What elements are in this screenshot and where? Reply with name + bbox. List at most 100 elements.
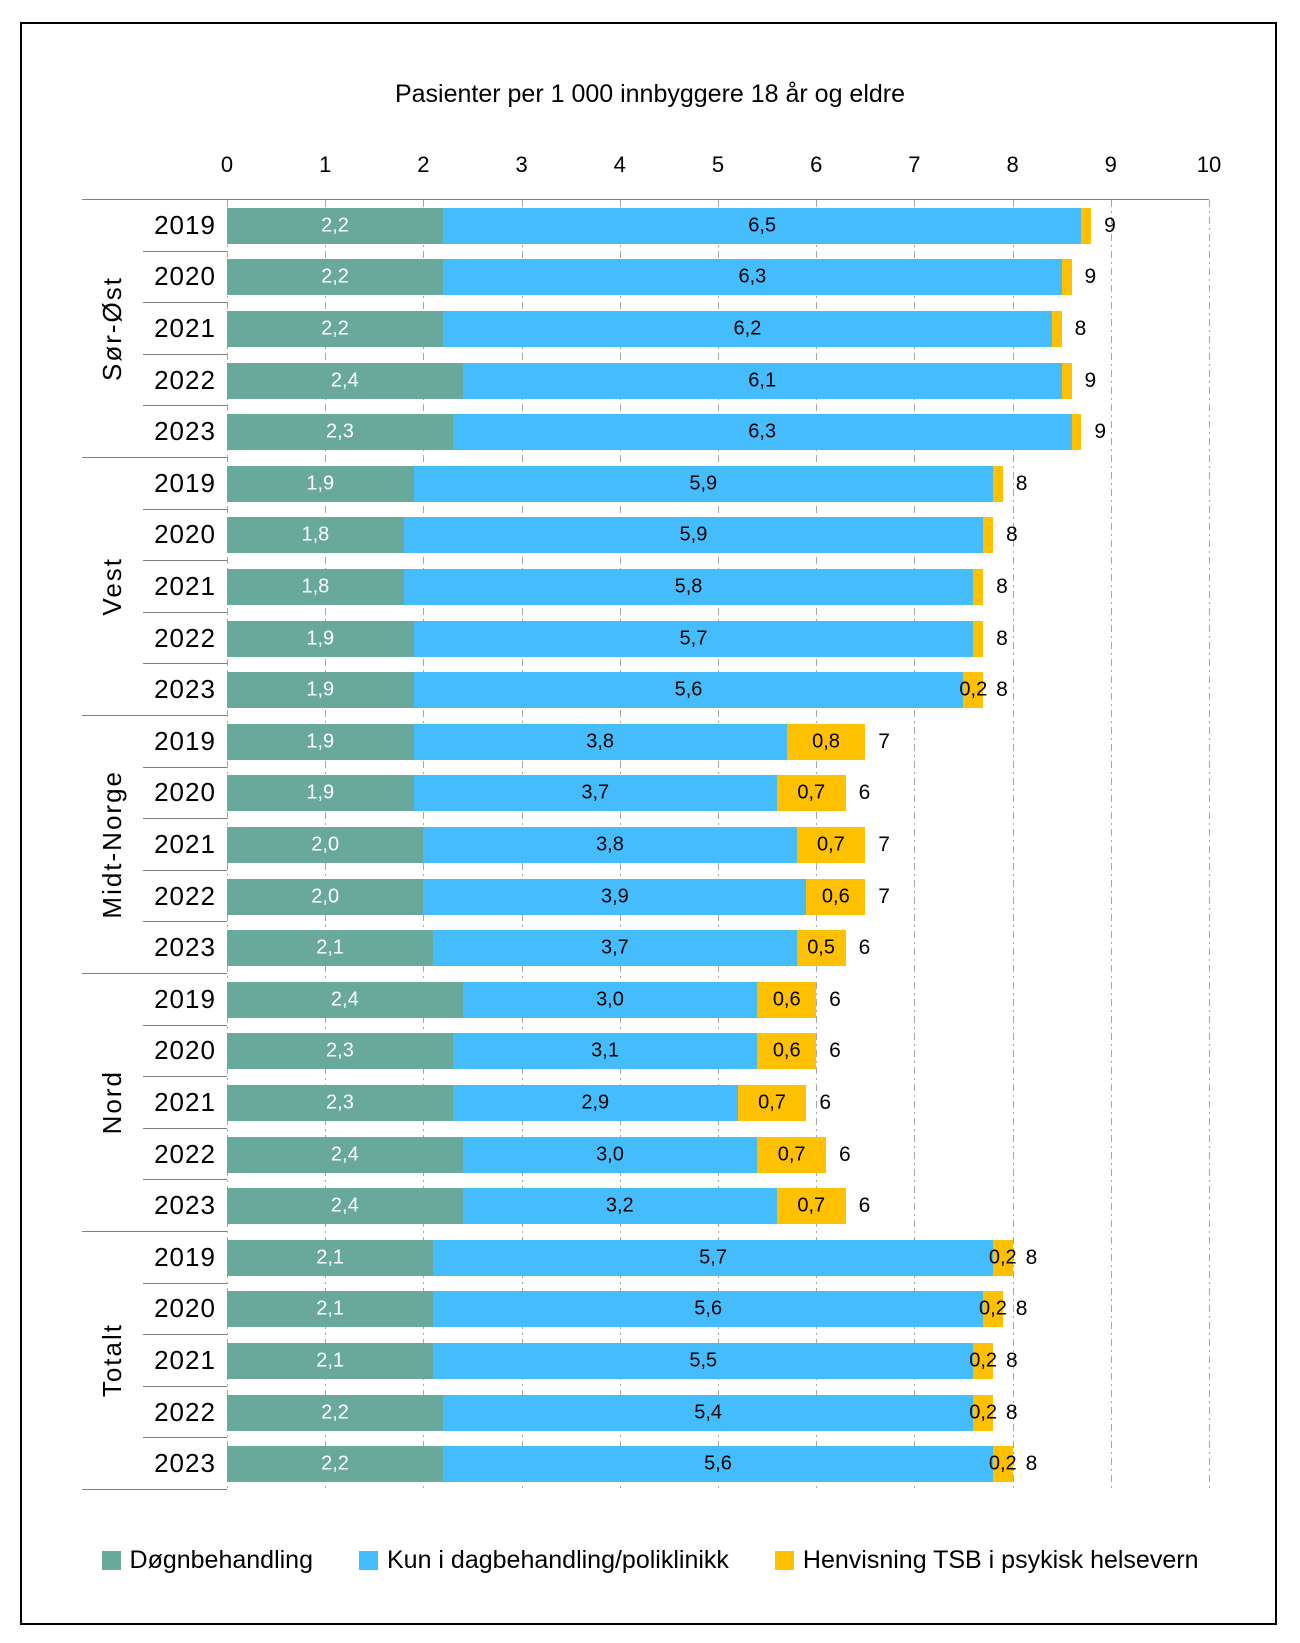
segment-value-label: 1,9 — [306, 627, 335, 650]
stacked-bar: 2,2 5,4 0,2 — [227, 1394, 997, 1431]
bar-segment-henvisning: 0,2 — [969, 1394, 997, 1431]
years-column: 2019 2020 2021 2022 2023 — [143, 974, 227, 1231]
segment-value-label: 1,9 — [306, 678, 335, 701]
bar-row: 2,2 6,3 9 — [227, 252, 1209, 304]
segment-value-label: 1,9 — [306, 472, 335, 495]
bar-segment-dagbehandling: 3,7 — [413, 775, 777, 812]
total-value-label: 9 — [1084, 368, 1097, 392]
segment-value-label: 6,1 — [748, 369, 777, 392]
bar-group: 2,1 5,7 0,2 8 2,1 5,6 0,2 8 2,1 5,5 0,2 8 2,2 5,4 0,2 8… — [227, 1232, 1209, 1490]
segment-value-label: 6,3 — [738, 265, 767, 288]
total-value-label: 6 — [819, 1090, 832, 1114]
years-column: 2019 2020 2021 2022 2023 — [143, 458, 227, 715]
bar-segment-dagbehandling: 5,4 — [443, 1394, 974, 1431]
segment-value-label: 0,6 — [821, 885, 850, 908]
x-axis-tick-label: 6 — [810, 152, 823, 177]
segment-value-label: 0,7 — [758, 1091, 786, 1114]
bar-segment-dognbehandling: 1,9 — [227, 672, 414, 709]
bar-segment-dagbehandling: 3,8 — [423, 826, 797, 863]
total-value-label: 6 — [829, 1039, 841, 1063]
bar-segment-henvisning — [992, 465, 1003, 502]
years-column: 2019 2020 2021 2022 2023 — [143, 200, 227, 457]
total-value-label: 7 — [878, 832, 890, 856]
legend-label: Henvisning TSB i psykisk helsevern — [802, 1546, 1199, 1574]
bar-segment-henvisning: 0,2 — [979, 1291, 1007, 1328]
segment-value-label: 2,4 — [330, 1143, 359, 1166]
bar-segment-dognbehandling: 2,2 — [227, 1394, 444, 1431]
bar-segment-dagbehandling: 3,2 — [462, 1188, 777, 1225]
bar-segment-henvisning: 0,2 — [969, 1342, 997, 1379]
year-label: 2023 — [154, 1190, 216, 1221]
stacked-bar: 1,8 5,9 — [227, 517, 993, 554]
bar-segment-dagbehandling: 3,0 — [462, 1136, 758, 1173]
segment-value-label: 2,3 — [326, 1039, 354, 1062]
stacked-bar: 2,1 5,6 0,2 — [227, 1291, 1007, 1328]
legend-item: Kun i dagbehandling/poliklinikk — [359, 1546, 729, 1575]
bar-row: 2,3 6,3 9 — [227, 406, 1209, 458]
bar-segment-dagbehandling: 5,7 — [413, 620, 974, 657]
bar-segment-dognbehandling: 2,0 — [227, 826, 424, 863]
year-label: 2023 — [154, 1448, 216, 1479]
segment-value-label: 6,3 — [748, 420, 777, 443]
chart-title: Pasienter per 1 000 innbyggere 18 år og … — [394, 80, 906, 108]
legend-swatch-dagbehandling — [359, 1551, 378, 1570]
x-axis-tick-label: 3 — [515, 152, 528, 177]
stacked-bar: 1,8 5,8 — [227, 568, 984, 605]
total-value-label: 8 — [996, 678, 1008, 702]
x-axis: 0 1 2 3 4 5 6 7 8 9 10 — [221, 152, 1221, 180]
legend-label: Kun i dagbehandling/poliklinikk — [387, 1546, 729, 1574]
category-group-cell: Nord 2019 2020 2021 2022 2023 — [82, 974, 227, 1232]
year-label: 2023 — [154, 674, 216, 705]
bar-segment-dagbehandling: 6,1 — [462, 362, 1062, 399]
bar-segment-henvisning — [1061, 259, 1072, 296]
segment-value-label: 2,4 — [330, 369, 359, 392]
bar-segment-dagbehandling: 5,9 — [403, 517, 984, 554]
category-group-cell: Vest 2019 2020 2021 2022 2023 — [82, 458, 227, 716]
year-label: 2021 — [143, 819, 227, 871]
segment-value-label: 0,2 — [969, 1401, 998, 1424]
segment-value-label: 2,1 — [316, 1349, 345, 1372]
bar-segment-dognbehandling: 2,2 — [227, 310, 444, 347]
legend-label: Døgnbehandling — [129, 1546, 313, 1574]
bar-segment-dagbehandling: 6,5 — [443, 207, 1082, 244]
bar-segment-henvisning: 0,6 — [806, 878, 866, 915]
total-value-label: 9 — [1094, 420, 1107, 444]
x-axis-tick-label: 9 — [1104, 152, 1117, 177]
segment-value-label: 2,2 — [321, 1452, 349, 1475]
legend: Døgnbehandling Kun i dagbehandling/polikl… — [40, 1546, 1260, 1575]
segment-value-label: 2,9 — [581, 1091, 610, 1114]
segment-value-label: 1,9 — [306, 730, 335, 753]
year-label: 2022 — [143, 871, 227, 923]
year-label: 2019 — [143, 458, 227, 510]
segment-value-label: 2,3 — [326, 420, 354, 443]
segment-value-label: 5,6 — [694, 1297, 723, 1320]
bar-segment-dognbehandling: 2,3 — [227, 1033, 453, 1070]
segment-value-label: 6,2 — [733, 317, 762, 340]
segment-value-label: 5,9 — [679, 523, 708, 546]
total-value-label: 6 — [858, 936, 871, 960]
bar-segment-dagbehandling: 6,3 — [443, 259, 1062, 296]
bar-segment-henvisning: 0,2 — [989, 1446, 1017, 1483]
bar-segment-dagbehandling: 6,3 — [452, 414, 1072, 451]
bar-row: 1,9 5,7 8 — [227, 613, 1209, 665]
bar-group: 2,4 3,0 0,6 6 2,3 3,1 0,6 6 2,3 2,9 0,7 6 2,4 3,0 0,7 6… — [227, 974, 1209, 1232]
x-axis-tick-label: 4 — [613, 152, 626, 177]
stacked-bar: 2,2 6,5 — [227, 207, 1092, 244]
segment-value-label: 0,6 — [772, 988, 801, 1011]
x-axis-tick-label: 10 — [1196, 152, 1222, 177]
segment-value-label: 1,8 — [301, 523, 330, 546]
bar-segment-dognbehandling: 2,1 — [227, 1342, 434, 1379]
stacked-bar: 2,2 6,3 — [227, 259, 1072, 296]
year-label: 2023 — [154, 416, 216, 447]
bar-row: 2,0 3,8 0,7 7 — [227, 819, 1209, 871]
category-axis: Sør-Øst 2019 2020 2021 2022 2023 Vest 2019 2020 2… — [82, 200, 227, 1490]
year-label: 2022 — [143, 1387, 227, 1439]
category-group-cell: Totalt 2019 2020 2021 2022 2023 — [82, 1232, 227, 1490]
segment-value-label: 0,7 — [777, 1143, 806, 1166]
segment-value-label: 2,1 — [316, 1246, 345, 1269]
bar-segment-dognbehandling: 1,9 — [227, 723, 414, 760]
year-label: 2021 — [143, 303, 227, 355]
bar-segment-dagbehandling: 5,6 — [413, 672, 964, 709]
stacked-bar: 2,2 6,2 — [227, 310, 1062, 347]
segment-value-label: 5,9 — [689, 472, 718, 495]
